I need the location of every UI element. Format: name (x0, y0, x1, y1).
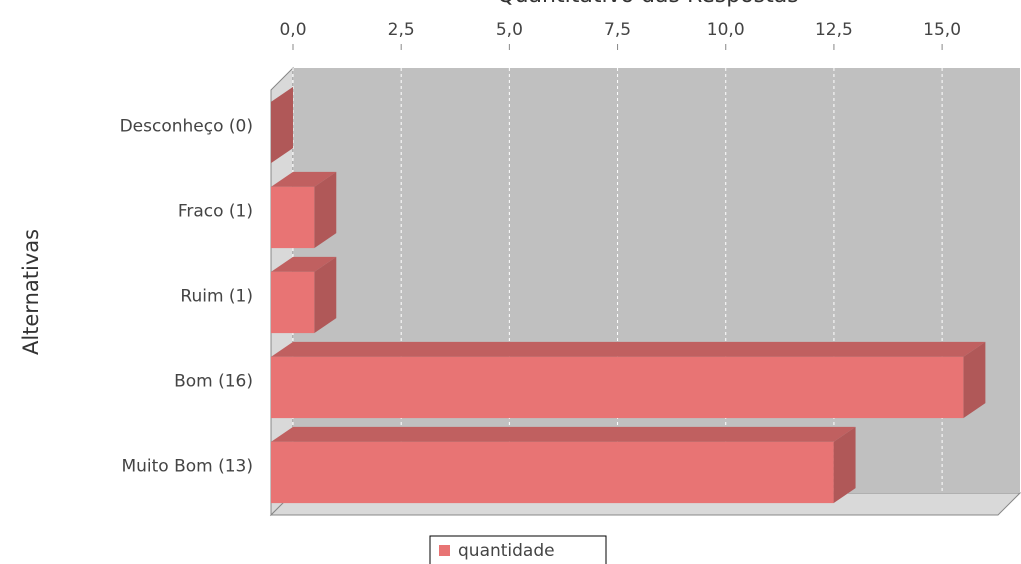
y-tick-label: Desconheço (0) (120, 117, 253, 137)
bar (271, 256, 337, 334)
y-axis-label: Alternativas (19, 229, 43, 355)
legend-box (429, 535, 607, 564)
bar-side (833, 426, 856, 504)
bar (271, 426, 856, 504)
legend-swatch (439, 545, 450, 556)
x-tick-label: 10,0 (707, 20, 745, 40)
bar-front (271, 356, 964, 419)
bar-front (271, 271, 315, 334)
x-tick-label: 2,5 (388, 20, 415, 40)
bar-side (314, 171, 337, 249)
back-plane (293, 68, 1020, 493)
bar-front (271, 186, 315, 249)
bar (271, 86, 293, 164)
x-tick-label: 7,5 (604, 20, 631, 40)
x-tick-label: 12,5 (815, 20, 853, 40)
bar-top (271, 256, 337, 272)
bar-side (271, 86, 293, 164)
bar-top (271, 426, 856, 442)
legend-label: quantidade (458, 541, 555, 561)
y-tick-label: Ruim (1) (180, 287, 253, 307)
bar-top (271, 341, 986, 357)
y-tick-label: Fraco (1) (178, 202, 253, 222)
bar (271, 171, 337, 249)
y-tick-label: Bom (16) (174, 372, 253, 392)
bar-side (314, 256, 337, 334)
chart-title: Quantitativo das Respostas (497, 0, 798, 8)
x-tick-label: 0,0 (279, 20, 306, 40)
bar-side (963, 341, 986, 419)
bar-top (271, 171, 337, 187)
bar-front (271, 441, 834, 504)
bar (271, 341, 986, 419)
x-tick-label: 5,0 (496, 20, 523, 40)
x-tick-label: 15,0 (923, 20, 961, 40)
y-tick-label: Muito Bom (13) (121, 457, 253, 477)
